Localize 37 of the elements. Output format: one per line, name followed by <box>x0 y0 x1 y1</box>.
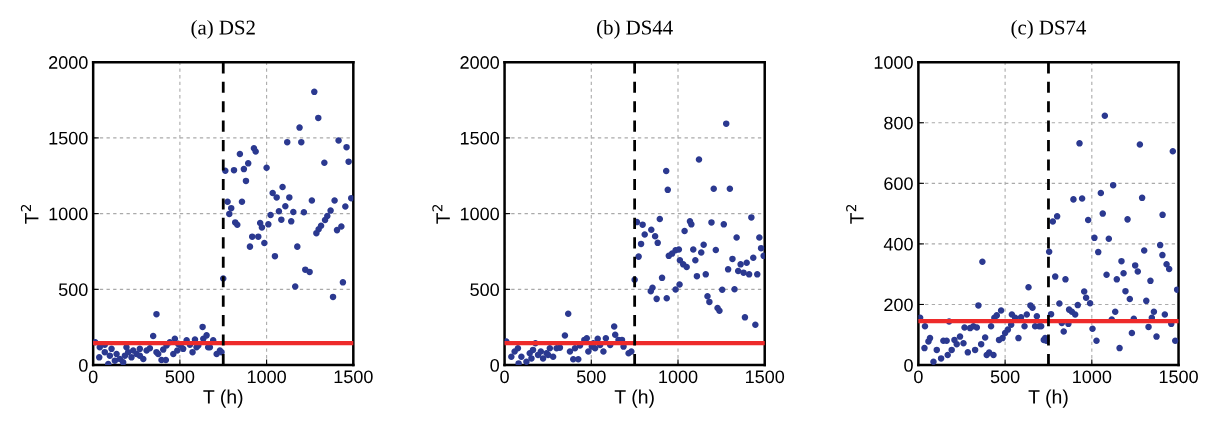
x-tick-label: 500 <box>165 370 195 384</box>
x-axis-title: T (h) <box>203 389 243 408</box>
y-tick-label: 1000 <box>49 207 88 221</box>
x-axis-title: T (h) <box>614 389 654 408</box>
y-tick-label: 200 <box>884 298 913 312</box>
y-tick-label: 500 <box>470 283 500 297</box>
y-tick-label: 1500 <box>49 131 88 145</box>
x-tick-label: 500 <box>990 370 1020 384</box>
y-tick-label: 2000 <box>49 56 88 69</box>
y-axis-title: T$^{2}$ <box>20 204 39 224</box>
y-tick-label: 1000 <box>460 207 500 221</box>
y-tick-label: 500 <box>58 283 88 297</box>
x-tick-label: 0 <box>500 370 509 384</box>
y-tick-label: 400 <box>883 237 913 251</box>
x-tick-label: 0 <box>914 370 923 384</box>
y-tick-label: 0 <box>490 358 499 372</box>
x-tick-label: 1500 <box>334 370 373 384</box>
x-tick-label: 500 <box>576 370 606 384</box>
x-axis-title: T (h) <box>1028 389 1068 408</box>
x-tick-label: 1500 <box>746 370 785 384</box>
y-tick-label: 0 <box>904 358 913 372</box>
y-axis-title: T$^{2}$ <box>846 204 864 224</box>
x-tick-label: 1000 <box>659 370 698 384</box>
y-tick-label: 0 <box>78 358 88 372</box>
x-tick-label: 1500 <box>1159 370 1198 384</box>
x-tick-label: 1000 <box>247 370 286 384</box>
x-tick-label: 1000 <box>1073 370 1112 384</box>
y-tick-label: 2000 <box>460 56 500 69</box>
y-tick-label: 1000 <box>874 56 913 69</box>
x-tick-label: 0 <box>88 370 98 384</box>
y-axis-title: T$^{2}$ <box>432 204 450 224</box>
chart-title: (c) DS74 <box>1011 19 1087 39</box>
y-tick-label: 800 <box>884 116 913 130</box>
y-tick-label: 600 <box>884 177 913 191</box>
y-tick-label: 1500 <box>460 131 500 145</box>
chart-title: (b) DS44 <box>597 19 673 39</box>
chart-title: (a) DS2 <box>191 19 255 39</box>
